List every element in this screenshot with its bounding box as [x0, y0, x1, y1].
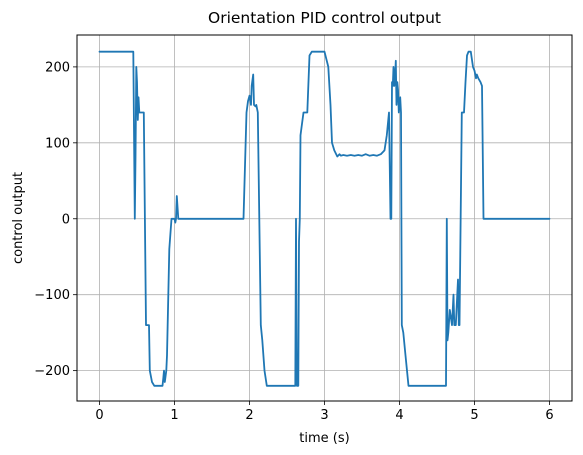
y-tick-label: 0: [62, 212, 70, 227]
y-tick-label: 200: [45, 60, 70, 75]
y-tick-label: 100: [45, 136, 70, 151]
y-axis-label: control output: [11, 172, 26, 264]
chart-title: Orientation PID control output: [208, 9, 441, 27]
x-tick-label: 0: [95, 408, 103, 423]
y-axis-ticks: −200 −100 0 100 200: [34, 60, 77, 379]
x-tick-label: 6: [545, 408, 553, 423]
y-tick-label: −200: [34, 364, 70, 379]
x-tick-label: 5: [470, 408, 478, 423]
x-tick-label: 1: [170, 408, 178, 423]
x-axis-ticks: 0 1 2 3 4 5 6: [95, 401, 554, 423]
x-tick-label: 3: [320, 408, 328, 423]
y-tick-label: −100: [34, 288, 70, 303]
series-line: [98, 50, 551, 387]
x-tick-label: 2: [245, 408, 253, 423]
x-axis-label: time (s): [299, 431, 349, 446]
x-tick-label: 4: [395, 408, 403, 423]
